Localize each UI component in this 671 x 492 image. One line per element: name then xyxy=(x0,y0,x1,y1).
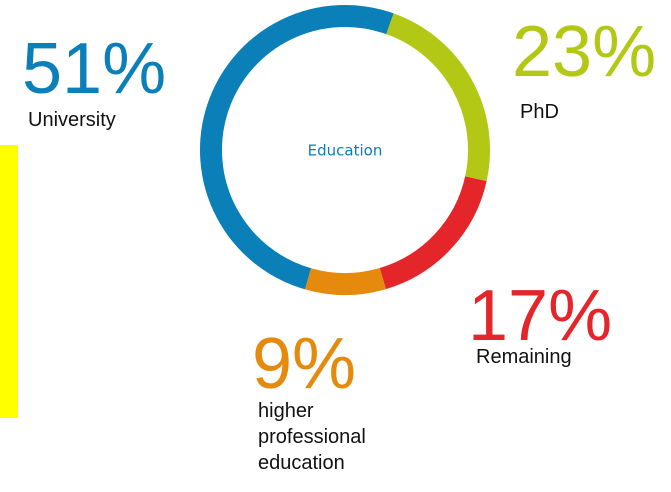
decoration xyxy=(0,145,18,418)
category-label: PhD xyxy=(520,101,559,123)
donut-segment xyxy=(200,5,394,290)
value-label: 17% xyxy=(468,276,613,356)
value-label: 23% xyxy=(512,12,657,92)
chart-title: Education xyxy=(308,142,383,160)
value-label: 9% xyxy=(252,324,357,404)
category-label: University xyxy=(28,109,116,131)
donut-segment xyxy=(305,267,386,295)
category-label: Remaining xyxy=(476,346,572,368)
donut-segment xyxy=(386,13,490,182)
value-label: 51% xyxy=(22,29,167,109)
donut-segment xyxy=(379,176,487,290)
category-label: higher professional education xyxy=(258,400,366,474)
